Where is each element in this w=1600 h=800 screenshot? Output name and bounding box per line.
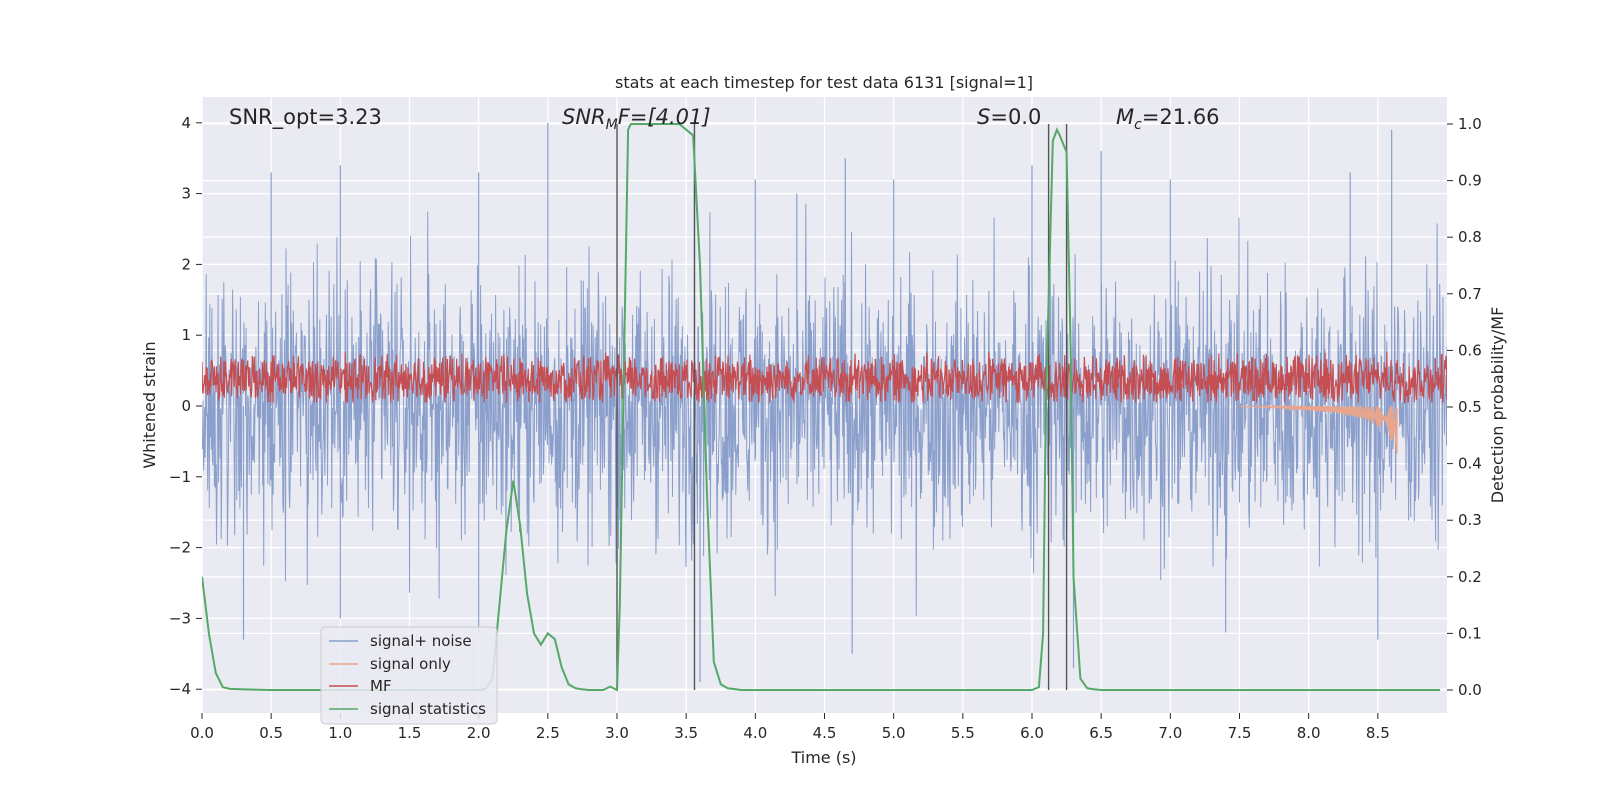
mc-main: M [1116, 105, 1134, 129]
x-tick-label-10: 5.0 [882, 724, 906, 742]
x-axis-label: Time (s) [790, 748, 856, 767]
x-tick-label-9: 4.5 [813, 724, 837, 742]
yr-tick-label-2: 0.8 [1458, 228, 1482, 246]
mc-annotation: Mc=21.66 [1116, 105, 1220, 133]
yl-tick-label-1: 3 [181, 185, 191, 203]
yl-tick-label-8: −4 [169, 680, 191, 698]
yl-tick-label-3: 1 [181, 326, 191, 344]
yr-tick-label-8: 0.2 [1458, 568, 1482, 586]
mc-sub: c [1134, 117, 1142, 133]
y-axis-label-right: Detection probability/MF [1488, 307, 1507, 504]
x-tick-label-8: 4.0 [743, 724, 767, 742]
y-ticks-right: 1.0 0.9 0.8 0.7 0.6 0.5 0.4 0.3 0.2 0.1 0.0 [1447, 115, 1482, 699]
legend-label-mf: MF [370, 677, 392, 695]
x-tick-label-14: 7.0 [1158, 724, 1182, 742]
x-tick-label-13: 6.5 [1089, 724, 1113, 742]
yr-tick-label-7: 0.3 [1458, 511, 1482, 529]
yl-tick-label-6: −2 [169, 539, 191, 557]
yr-tick-label-4: 0.6 [1458, 341, 1482, 359]
x-tick-label-11: 5.5 [951, 724, 975, 742]
legend-box [320, 626, 498, 725]
yr-tick-label-0: 1.0 [1458, 115, 1482, 133]
signal-only-series [1239, 404, 1398, 454]
legend: signal+ noise signal only MF signal stat… [320, 626, 498, 725]
mc-value: =21.66 [1142, 105, 1220, 129]
snr-mf-main: SNR [562, 105, 606, 129]
x-tick-label-12: 6.0 [1020, 724, 1044, 742]
s-annotation: S=0.0 [977, 105, 1041, 129]
x-tick-label-1: 0.5 [259, 724, 283, 742]
mf-series [202, 351, 1447, 404]
vertical-markers [616, 124, 1068, 690]
yr-tick-label-6: 0.4 [1458, 455, 1482, 473]
x-tick-label-4: 2.0 [467, 724, 491, 742]
yr-tick-label-10: 0.0 [1458, 681, 1482, 699]
snr-mf-rest: F=[4.01] [618, 105, 711, 129]
chart-title: stats at each timestep for test data 613… [615, 73, 1033, 92]
yr-tick-label-1: 0.9 [1458, 172, 1482, 190]
y-ticks-left: 4 3 2 1 0 −1 −2 −3 −4 [169, 114, 202, 698]
yr-tick-label-9: 0.1 [1458, 624, 1482, 642]
x-tick-label-17: 8.5 [1366, 724, 1390, 742]
x-tick-label-0: 0.0 [190, 724, 214, 742]
yl-tick-label-5: −1 [169, 468, 191, 486]
chirp-trace [1239, 404, 1398, 454]
x-tick-label-16: 8.0 [1297, 724, 1321, 742]
snr-mf-sub: M [606, 117, 618, 133]
yr-tick-label-3: 0.7 [1458, 285, 1482, 303]
yl-tick-label-4: 0 [181, 397, 191, 415]
s-label: S [977, 105, 990, 129]
x-tick-label-6: 3.0 [605, 724, 629, 742]
x-tick-label-2: 1.0 [328, 724, 352, 742]
snr-opt-annotation: SNR_opt=3.23 [229, 105, 382, 130]
s-value: =0.0 [990, 105, 1041, 129]
mf-trace [202, 351, 1447, 404]
y-axis-label-left: Whitened strain [140, 341, 159, 468]
x-tick-label-15: 7.5 [1228, 724, 1252, 742]
noise-trace [202, 203, 1447, 616]
x-ticks: 0.0 0.5 1.0 1.5 2.0 2.5 3.0 3.5 4.0 4.5 5.0 5.5 6.0 6… [190, 713, 1390, 742]
legend-label-signal-only: signal only [370, 655, 451, 673]
x-tick-label-5: 2.5 [536, 724, 560, 742]
x-tick-label-3: 1.5 [398, 724, 422, 742]
yl-tick-label-2: 2 [181, 255, 191, 273]
yl-tick-label-0: 4 [181, 114, 191, 132]
legend-label-statistics: signal statistics [370, 700, 486, 718]
yl-tick-label-7: −3 [169, 609, 191, 627]
x-tick-label-7: 3.5 [674, 724, 698, 742]
yr-tick-label-5: 0.5 [1458, 398, 1482, 416]
snr-mf-annotation: SNRMF=[4.01] [562, 105, 711, 133]
legend-label-noise: signal+ noise [370, 632, 472, 650]
